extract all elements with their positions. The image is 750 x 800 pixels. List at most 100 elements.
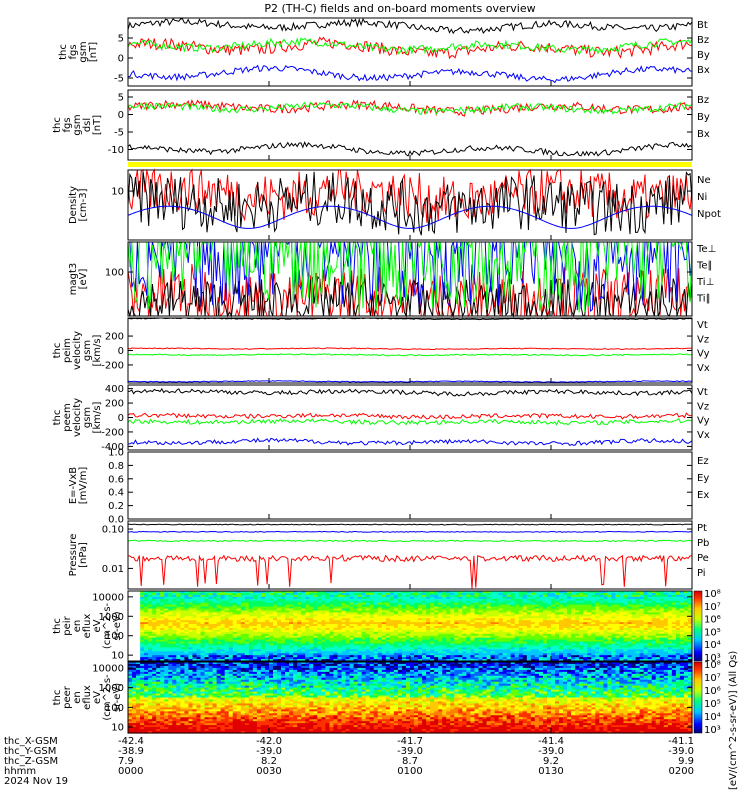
- spectrogram-cell: [530, 626, 536, 629]
- spectrogram-cell: [542, 592, 548, 596]
- y-tick-label: -400: [101, 442, 124, 453]
- spectrogram-cell: [591, 604, 596, 608]
- spectrogram-cell: [538, 591, 544, 594]
- spectrogram-cell: [542, 602, 548, 606]
- spectrogram-cell: [583, 637, 588, 641]
- spectrogram-cell: [647, 594, 653, 598]
- spectrogram-cell: [671, 618, 677, 621]
- spectrogram-cell: [498, 600, 504, 604]
- spectrogram-cell: [542, 653, 548, 656]
- spectrogram-cell: [490, 592, 496, 596]
- spectrogram-cell: [510, 622, 516, 625]
- spectrogram-cell: [659, 610, 665, 613]
- spectrogram-cell: [486, 614, 492, 617]
- spectrogram-cell: [426, 635, 431, 639]
- spectrogram-cell: [546, 655, 552, 658]
- spectrogram-cell: [281, 627, 286, 631]
- spectrogram-cell: [204, 592, 210, 596]
- spectrogram-cell: [591, 645, 596, 648]
- spectrogram-cell: [663, 645, 669, 648]
- spectrogram-cell: [410, 596, 415, 600]
- spectrogram-cell: [180, 627, 185, 631]
- spectrogram-cell: [438, 602, 443, 606]
- spectrogram-cell: [164, 626, 169, 629]
- spectrogram-cell: [281, 618, 286, 621]
- spectrogram-cell: [534, 633, 540, 637]
- spectrogram-cell: [498, 639, 504, 643]
- spectrogram-cell: [349, 647, 355, 650]
- spectrogram-cell: [438, 643, 443, 647]
- spectrogram-cell: [329, 639, 335, 643]
- spectrogram-cell: [373, 616, 379, 619]
- spectrogram-cell: [502, 596, 508, 600]
- spectrogram-cell: [506, 643, 512, 647]
- spectrogram-cell: [252, 592, 258, 596]
- spectrogram-cell: [297, 591, 302, 594]
- spectrogram-cell: [603, 659, 608, 662]
- spectrogram-cell: [252, 596, 258, 600]
- spectrogram-cell: [655, 655, 661, 658]
- spectrogram-cell: [180, 645, 185, 648]
- spectrogram-cell: [595, 596, 600, 600]
- spectrogram-cell: [563, 645, 568, 648]
- spectrogram-cell: [309, 614, 314, 617]
- spectrogram-cell: [530, 622, 536, 625]
- spectrogram-cell: [184, 626, 190, 629]
- spectrogram-cell: [168, 633, 173, 637]
- spectrogram-cell: [252, 633, 258, 637]
- spectrogram-cell: [619, 616, 625, 619]
- spectrogram-cell: [281, 622, 286, 625]
- spectrogram-cell: [551, 633, 556, 637]
- spectrogram-cell: [168, 624, 173, 627]
- spectrogram-cell: [208, 616, 214, 619]
- spectrogram-cell: [397, 627, 403, 631]
- spectrogram-cell: [534, 643, 540, 647]
- spectrogram-cell: [204, 618, 210, 621]
- spectrogram-cell: [196, 643, 202, 647]
- spectrogram-cell: [212, 645, 218, 648]
- spectrogram-cell: [470, 622, 476, 625]
- spectrogram-cell: [599, 653, 604, 656]
- spectrogram-cell: [397, 651, 403, 654]
- spectrogram-cell: [345, 653, 351, 656]
- spectrogram-cell: [583, 608, 588, 612]
- spectrogram-cell: [530, 596, 536, 600]
- spectrogram-cell: [240, 633, 246, 637]
- spectrogram-cell: [341, 627, 347, 631]
- spectrogram-cell: [289, 655, 294, 658]
- spectrogram-cell: [228, 608, 234, 612]
- spectrogram-cell: [542, 639, 548, 643]
- spectrogram-cell: [301, 622, 306, 625]
- spectrogram-cell: [486, 629, 492, 633]
- spectrogram-cell: [514, 639, 520, 643]
- spectrogram-cell: [152, 614, 157, 617]
- spectrogram-cell: [333, 653, 339, 656]
- spectrogram-cell: [269, 604, 274, 608]
- spectrogram-cell: [474, 604, 480, 608]
- spectrogram-cell: [466, 616, 472, 619]
- spectrogram-cell: [349, 653, 355, 656]
- spectrogram-cell: [204, 645, 210, 648]
- spectrogram-cell: [248, 614, 254, 617]
- spectrogram-cell: [482, 659, 488, 662]
- spectrogram-cell: [389, 612, 395, 615]
- spectrogram-cell: [317, 639, 322, 643]
- spectrogram-cell: [172, 653, 177, 656]
- spectrogram-cell: [611, 631, 617, 635]
- spectrogram-cell: [337, 622, 343, 625]
- spectrogram-cell: [393, 598, 399, 602]
- spectrogram-cell: [301, 624, 306, 627]
- spectrogram-cell: [502, 594, 508, 598]
- spectrogram-cell: [619, 610, 625, 613]
- spectrogram-cell: [401, 643, 407, 647]
- spectrogram-cell: [353, 602, 359, 606]
- spectrogram-cell: [156, 651, 161, 654]
- spectrogram-cell: [663, 596, 669, 600]
- spectrogram-cell: [663, 602, 669, 606]
- spectrogram-cell: [498, 591, 504, 594]
- spectrogram-cell: [458, 657, 463, 660]
- spectrogram-cell: [353, 653, 359, 656]
- spectrogram-cell: [458, 616, 463, 619]
- spectrogram-cell: [180, 629, 185, 633]
- spectrogram-cell: [647, 620, 653, 623]
